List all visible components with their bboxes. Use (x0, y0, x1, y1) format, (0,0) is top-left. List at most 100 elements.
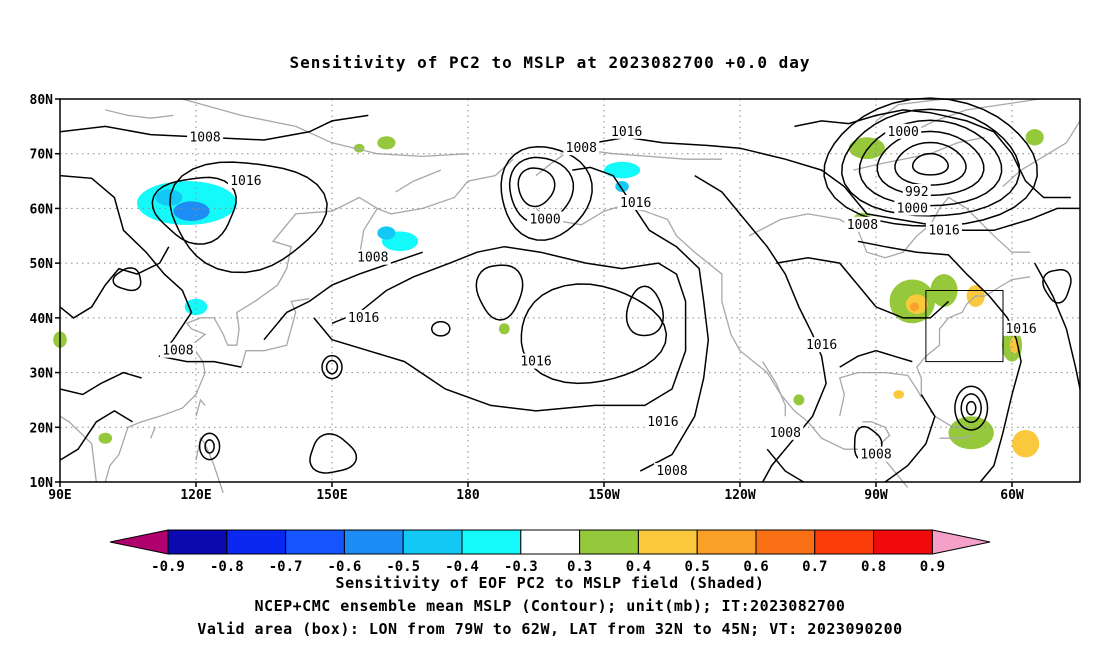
colorbar-label-7: 0.3 (567, 559, 592, 575)
shading-patch-5 (184, 298, 208, 316)
contour-line-13 (59, 371, 142, 396)
colorbar-label-8: 0.4 (626, 559, 651, 575)
contour-label-6: 1008 (566, 141, 597, 156)
contour-labels: 1016100810081016100810161008100010161016… (159, 123, 1040, 479)
colorbar-label-5: -0.4 (445, 559, 479, 575)
contour-label-bg-13 (902, 184, 931, 199)
contour-ring-2 (625, 285, 665, 337)
contour-line-3 (263, 251, 423, 341)
shading-patch-6 (604, 161, 641, 179)
shading-patch-27 (498, 323, 510, 335)
contour-label-14: 1000 (897, 201, 928, 216)
contour-label-bg-4 (159, 342, 196, 358)
contour-ring-17 (204, 439, 215, 454)
contour-ring-13 (151, 176, 237, 245)
contour-ring-24 (112, 267, 142, 292)
coastline-11 (838, 276, 1031, 417)
shading-patch-12 (910, 302, 919, 312)
contour-ring-22 (309, 433, 358, 474)
contour-ring-16 (321, 354, 343, 380)
contour-ring-14 (169, 161, 328, 274)
colorbar-bin-7 (579, 529, 639, 555)
lat-tick-label-5: 30N (30, 367, 54, 382)
colorbar-label-1: -0.8 (210, 559, 244, 575)
shading-patch-2 (155, 189, 183, 206)
contour-label-bg-15 (844, 216, 881, 232)
shading-patch-25 (1025, 129, 1044, 146)
contour-label-bg-3 (345, 309, 382, 325)
contour-ring-3 (430, 320, 451, 337)
contour-label-9: 1016 (520, 355, 551, 370)
shading-patch-24 (98, 432, 113, 444)
contour-label-bg-1 (187, 129, 224, 145)
contour-label-2: 1008 (357, 251, 388, 266)
contour-label-15: 1008 (847, 218, 878, 233)
contour-label-bg-18 (767, 424, 804, 440)
contour-ring-0 (520, 283, 668, 385)
lat-tick-label-2: 60N (30, 202, 54, 217)
contour-label-bg-11 (654, 463, 690, 479)
valid-area-box (925, 290, 1004, 363)
caption-line-3: Valid area (box): LON from 79W to 62W, L… (197, 620, 902, 638)
colorbar-arrow-right (931, 529, 991, 555)
contour-label-5: 1016 (611, 125, 642, 140)
contour-label-bg-10 (644, 413, 681, 429)
contour-label-bg-12 (885, 123, 922, 139)
contour-ring-10 (858, 119, 1003, 207)
colorbar-bin-10 (755, 529, 816, 555)
contour-label-bg-17 (803, 337, 840, 353)
contour-label-bg-20 (1003, 320, 1040, 336)
lon-tick-label-6: 90W (864, 488, 888, 503)
contour-label-12: 1000 (888, 125, 919, 140)
lon-tick-label-5: 120W (724, 488, 755, 503)
contour-line-12 (1034, 262, 1081, 390)
contour-label-10: 1016 (647, 415, 678, 430)
lon-tick-label-2: 150E (316, 488, 347, 503)
colorbar-bin-4 (402, 529, 463, 555)
coastline-3 (240, 298, 310, 368)
contour-line-1 (59, 174, 242, 368)
colorbar-bin-1 (226, 529, 287, 555)
coastline-19 (875, 98, 945, 122)
lat-tick-label-1: 70N (30, 148, 54, 163)
coastline-15 (748, 196, 1031, 259)
contour-ring-19 (965, 400, 977, 416)
contour-label-bg-7 (527, 211, 564, 227)
contour-label-bg-2 (354, 249, 391, 265)
contour-label-16: 1016 (928, 223, 959, 238)
colorbar-bin-11 (814, 529, 875, 555)
colorbar-bin-8 (637, 529, 698, 555)
contour-label-11: 1008 (656, 464, 687, 479)
shading-patch-1 (173, 201, 210, 221)
contour-label-4: 1008 (162, 344, 193, 359)
lon-tick-label-3: 180 (456, 488, 480, 503)
colorbar-label-4: -0.5 (386, 559, 420, 575)
colorbar-bin-0 (167, 529, 228, 555)
lat-tick-label-6: 20N (30, 421, 54, 436)
lat-tick-label-3: 50N (30, 257, 54, 272)
caption-line-1: Sensitivity of EOF PC2 to MSLP field (Sh… (336, 574, 765, 592)
contour-line-4 (313, 245, 687, 412)
contour-label-13: 992 (905, 185, 928, 200)
contour-line-14 (59, 410, 133, 461)
contour-line-6 (572, 166, 710, 472)
colorbar-arrow-left (109, 529, 169, 555)
contour-label-19: 1008 (860, 448, 891, 463)
shading-patch-19 (848, 137, 886, 160)
contour-ring-1 (475, 264, 524, 321)
contour-label-0: 1016 (230, 174, 261, 189)
contour-label-bg-19 (858, 446, 894, 462)
contour-label-bg-16 (926, 222, 962, 238)
coastline-18 (912, 98, 1040, 133)
shading-patch-17 (948, 416, 994, 450)
contour-ring-21 (954, 385, 989, 431)
coastline-16 (853, 136, 985, 171)
contour-ring-25 (1042, 269, 1072, 304)
captions: Sensitivity of EOF PC2 to MSLP field (Sh… (197, 574, 902, 638)
contour-ring-12 (823, 97, 1038, 227)
mslp-contours (59, 97, 1081, 483)
contour-label-7: 1000 (529, 212, 560, 227)
contour-line-15 (766, 448, 804, 483)
coastline-8 (535, 147, 722, 177)
